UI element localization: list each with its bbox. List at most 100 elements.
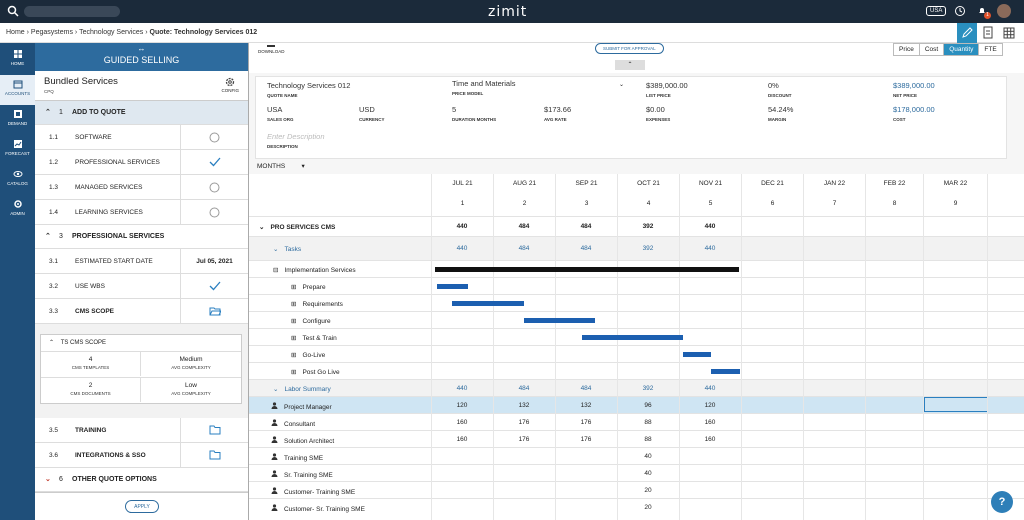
section-add-to-quote[interactable]: ⌃ 1 ADD TO QUOTE bbox=[35, 101, 248, 125]
folder-icon[interactable] bbox=[209, 450, 221, 460]
grid-row[interactable]: ⌄ PRO SERVICES CMS 440 484 484 392 440 bbox=[249, 216, 1024, 236]
description-field[interactable]: Enter Description DESCRIPTION bbox=[267, 132, 325, 149]
grid-cell[interactable]: 160 bbox=[456, 418, 468, 426]
grid-cell[interactable]: 392 bbox=[642, 245, 654, 252]
tab-fte[interactable]: FTE bbox=[984, 46, 997, 53]
grid-cell[interactable]: 160 bbox=[704, 418, 716, 426]
selected-cell[interactable] bbox=[924, 397, 988, 412]
gantt-bar[interactable] bbox=[711, 368, 740, 374]
cms-documents-cell[interactable]: 2 CMS DOCUMENTS bbox=[41, 377, 141, 402]
download-button[interactable]: DOWNLOAD bbox=[258, 45, 285, 54]
discount-field[interactable]: 0% DISCOUNT bbox=[768, 81, 792, 98]
empty-circle-icon[interactable] bbox=[209, 207, 220, 218]
gantt-bar[interactable] bbox=[524, 317, 595, 323]
crumb-opportunity[interactable]: Technology Services bbox=[79, 29, 144, 36]
tab-quantity[interactable]: Quantity bbox=[944, 44, 980, 55]
nav-demand[interactable]: DEMAND bbox=[0, 105, 35, 135]
folder-icon[interactable] bbox=[209, 425, 221, 435]
expand-icon[interactable]: ⊞ bbox=[291, 317, 297, 325]
document-complexity-cell[interactable]: Low AVG COMPLEXITY bbox=[141, 377, 241, 402]
grid-cell[interactable]: 40 bbox=[644, 452, 652, 460]
grid-cell[interactable]: 484 bbox=[580, 223, 592, 230]
quote-name-field[interactable]: Technology Services 012 QUOTE NAME bbox=[267, 81, 351, 98]
search-icon[interactable] bbox=[7, 5, 19, 17]
grid-cell[interactable]: 484 bbox=[580, 384, 592, 392]
tab-price[interactable]: Price bbox=[894, 44, 920, 55]
grid-cell[interactable]: 484 bbox=[518, 223, 530, 230]
grid-cell[interactable]: 96 bbox=[644, 401, 652, 409]
empty-circle-icon[interactable] bbox=[209, 132, 220, 143]
grid-row[interactable]: Sr. Training SME 40 bbox=[249, 464, 1024, 481]
nav-catalog[interactable]: CATALOG bbox=[0, 165, 35, 195]
folder-open-icon[interactable] bbox=[209, 306, 221, 316]
grid-row[interactable]: ⌄ Labor Summary 440 484 484 392 440 bbox=[249, 379, 1024, 396]
gantt-bar[interactable] bbox=[437, 283, 468, 289]
grid-row[interactable]: ⊞ Post Go Live bbox=[249, 362, 1024, 379]
bell-icon[interactable] bbox=[976, 5, 988, 17]
start-date-value[interactable]: Jul 05, 2021 bbox=[180, 249, 248, 273]
clock-icon[interactable] bbox=[954, 5, 966, 17]
grid-cell[interactable]: 20 bbox=[644, 486, 652, 494]
region-badge[interactable]: USA bbox=[926, 6, 947, 16]
grid-cell[interactable]: 88 bbox=[644, 435, 652, 443]
checkmark-icon[interactable] bbox=[209, 157, 221, 167]
grid-cell[interactable]: 440 bbox=[456, 245, 468, 252]
section-other-quote-options[interactable]: ⌄ 6 OTHER QUOTE OPTIONS bbox=[35, 468, 248, 492]
expand-icon[interactable]: ⊞ bbox=[291, 283, 297, 291]
grid-cell[interactable]: 40 bbox=[644, 469, 652, 477]
grid-cell[interactable]: 392 bbox=[642, 384, 654, 392]
item-learning-services[interactable]: 1.4 LEARNING SERVICES bbox=[35, 200, 248, 225]
gantt-bar[interactable] bbox=[452, 300, 524, 306]
expand-icon[interactable]: ↔ bbox=[137, 44, 146, 53]
expand-icon[interactable]: ⊞ bbox=[291, 368, 297, 376]
grid-cell[interactable]: 440 bbox=[456, 223, 468, 230]
grid-cell[interactable]: 176 bbox=[580, 418, 592, 426]
grid-cell[interactable]: 132 bbox=[580, 401, 592, 409]
item-estimated-start-date[interactable]: 3.1 ESTIMATED START DATE Jul 05, 2021 bbox=[35, 249, 248, 274]
item-training[interactable]: 3.5 TRAINING bbox=[35, 418, 248, 443]
item-managed-services[interactable]: 1.3 MANAGED SERVICES bbox=[35, 175, 248, 200]
period-select[interactable]: MONTHS ▾ bbox=[257, 163, 305, 170]
grid-row[interactable]: Training SME 40 bbox=[249, 447, 1024, 464]
grid-cell[interactable]: 440 bbox=[704, 384, 716, 392]
nav-admin[interactable]: ADMIN bbox=[0, 195, 35, 225]
grid-row[interactable]: ⊞ Test & Train bbox=[249, 328, 1024, 345]
edit-button[interactable] bbox=[957, 23, 977, 43]
grid-cell[interactable]: 160 bbox=[456, 435, 468, 443]
crumb-account[interactable]: Pegasystems bbox=[30, 29, 73, 36]
expand-icon[interactable]: ⊞ bbox=[291, 334, 297, 342]
grid-cell[interactable]: 160 bbox=[704, 435, 716, 443]
tab-cost[interactable]: Cost bbox=[920, 44, 945, 55]
grid-row[interactable]: Customer- Sr. Training SME 20 bbox=[249, 498, 1024, 515]
grid-cell[interactable]: 392 bbox=[642, 223, 654, 230]
grid-cell[interactable]: 132 bbox=[518, 401, 530, 409]
apply-button[interactable]: APPLY bbox=[125, 500, 159, 513]
nav-home[interactable]: HOME bbox=[0, 45, 35, 75]
grid-cell[interactable]: 20 bbox=[644, 503, 652, 511]
search-input[interactable] bbox=[24, 6, 120, 17]
checkmark-icon[interactable] bbox=[209, 281, 221, 291]
grid-cell[interactable]: 440 bbox=[456, 384, 468, 392]
grid-cell[interactable]: 176 bbox=[518, 418, 530, 426]
grid-row[interactable]: ⊞ Configure bbox=[249, 311, 1024, 328]
item-integrations-sso[interactable]: 3.6 INTEGRATIONS & SSO bbox=[35, 443, 248, 468]
collapse-header-button[interactable]: ⌃ bbox=[615, 60, 645, 70]
template-complexity-cell[interactable]: Medium AVG COMPLEXITY bbox=[141, 351, 241, 376]
grid-row[interactable]: Customer- Training SME 20 bbox=[249, 481, 1024, 498]
grid-row[interactable]: Consultant 160 176 176 88 160 bbox=[249, 413, 1024, 430]
grid-row[interactable]: ⊞ Requirements bbox=[249, 294, 1024, 311]
grid-row[interactable]: ⌄ Tasks 440 484 484 392 440 bbox=[249, 236, 1024, 260]
price-model-field[interactable]: Time and Materials PRICE MODEL ⌄ bbox=[452, 79, 624, 96]
item-software[interactable]: 1.1 SOFTWARE bbox=[35, 125, 248, 150]
empty-circle-icon[interactable] bbox=[209, 182, 220, 193]
chevron-down-icon[interactable]: ⌄ bbox=[273, 246, 279, 253]
nav-forecast[interactable]: FORECAST bbox=[0, 135, 35, 165]
grid-cell[interactable]: 484 bbox=[518, 245, 530, 252]
grid-row[interactable]: ⊟ Implementation Services bbox=[249, 260, 1024, 277]
grid-row[interactable]: ⊞ Go-Live bbox=[249, 345, 1024, 362]
expand-icon[interactable]: ⊞ bbox=[291, 300, 297, 308]
grid-cell[interactable]: 88 bbox=[644, 418, 652, 426]
help-button[interactable]: ? bbox=[991, 491, 1013, 513]
item-professional-services[interactable]: 1.2 PROFESSIONAL SERVICES bbox=[35, 150, 248, 175]
nav-accounts[interactable]: ACCOUNTS bbox=[0, 75, 35, 105]
